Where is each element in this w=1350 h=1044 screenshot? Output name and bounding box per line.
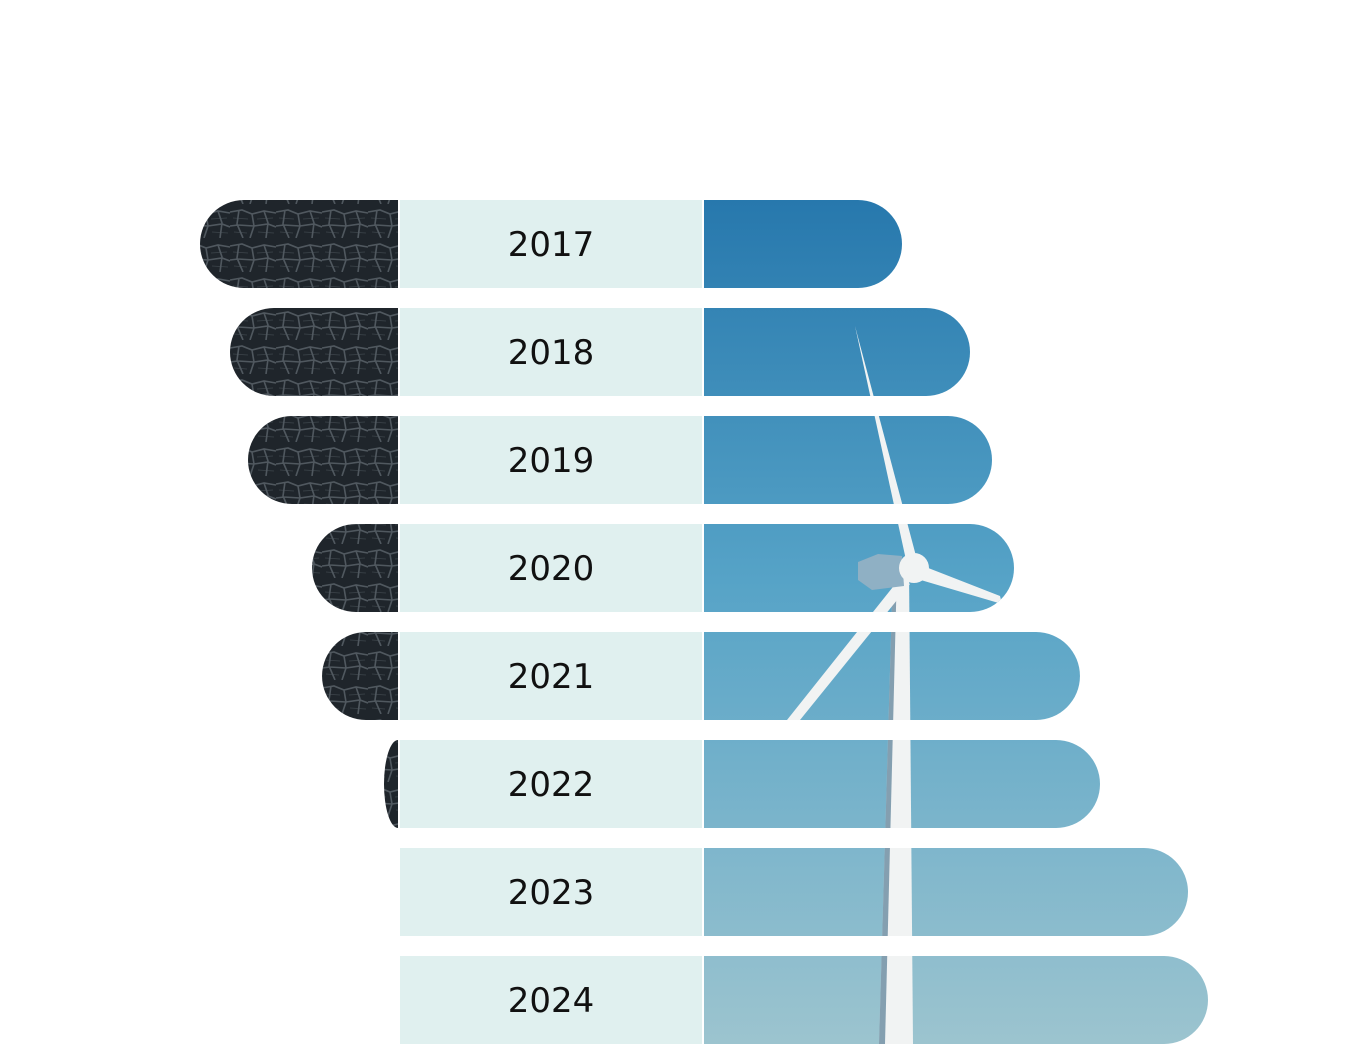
left-bars-group xyxy=(200,200,398,828)
turbine-hub xyxy=(899,553,929,583)
label-band-2019 xyxy=(400,416,702,504)
year-label-2021: 2021 xyxy=(508,657,595,697)
right-bar-2017 xyxy=(704,200,902,288)
left-bar-2022 xyxy=(384,740,398,828)
year-labels-group: 2017 2018 2019 2020 2021 2022 2023 2024 xyxy=(508,225,595,1021)
right-bar-2024 xyxy=(704,956,1208,1044)
right-bar-2019 xyxy=(704,416,992,504)
year-label-2018: 2018 xyxy=(508,333,595,373)
turbine-blade-right xyxy=(914,564,1002,604)
label-band-2024 xyxy=(400,956,702,1044)
left-bar-2019 xyxy=(248,416,398,504)
year-label-2023: 2023 xyxy=(508,873,595,913)
turbine-blade-up xyxy=(855,326,916,560)
year-label-2017: 2017 xyxy=(508,225,595,265)
year-label-2024: 2024 xyxy=(508,981,595,1021)
label-band-2022 xyxy=(400,740,702,828)
year-label-2020: 2020 xyxy=(508,549,595,589)
label-band-2017 xyxy=(400,200,702,288)
turbine-nacelle xyxy=(858,554,904,590)
left-bar-2021 xyxy=(322,632,398,720)
left-bar-2020 xyxy=(312,524,398,612)
turbine-tower-shadow xyxy=(879,568,897,1044)
right-bar-2018 xyxy=(704,308,970,396)
right-bar-2023 xyxy=(704,848,1188,936)
label-bands-group xyxy=(400,200,702,1044)
left-bar-2018 xyxy=(230,308,398,396)
label-band-2021 xyxy=(400,632,702,720)
label-band-2020 xyxy=(400,524,702,612)
year-label-2022: 2022 xyxy=(508,765,595,805)
year-label-2019: 2019 xyxy=(508,441,595,481)
right-bars-group xyxy=(704,200,1208,1044)
label-band-2023 xyxy=(400,848,702,936)
label-band-2018 xyxy=(400,308,702,396)
left-bar-2017 xyxy=(200,200,398,288)
